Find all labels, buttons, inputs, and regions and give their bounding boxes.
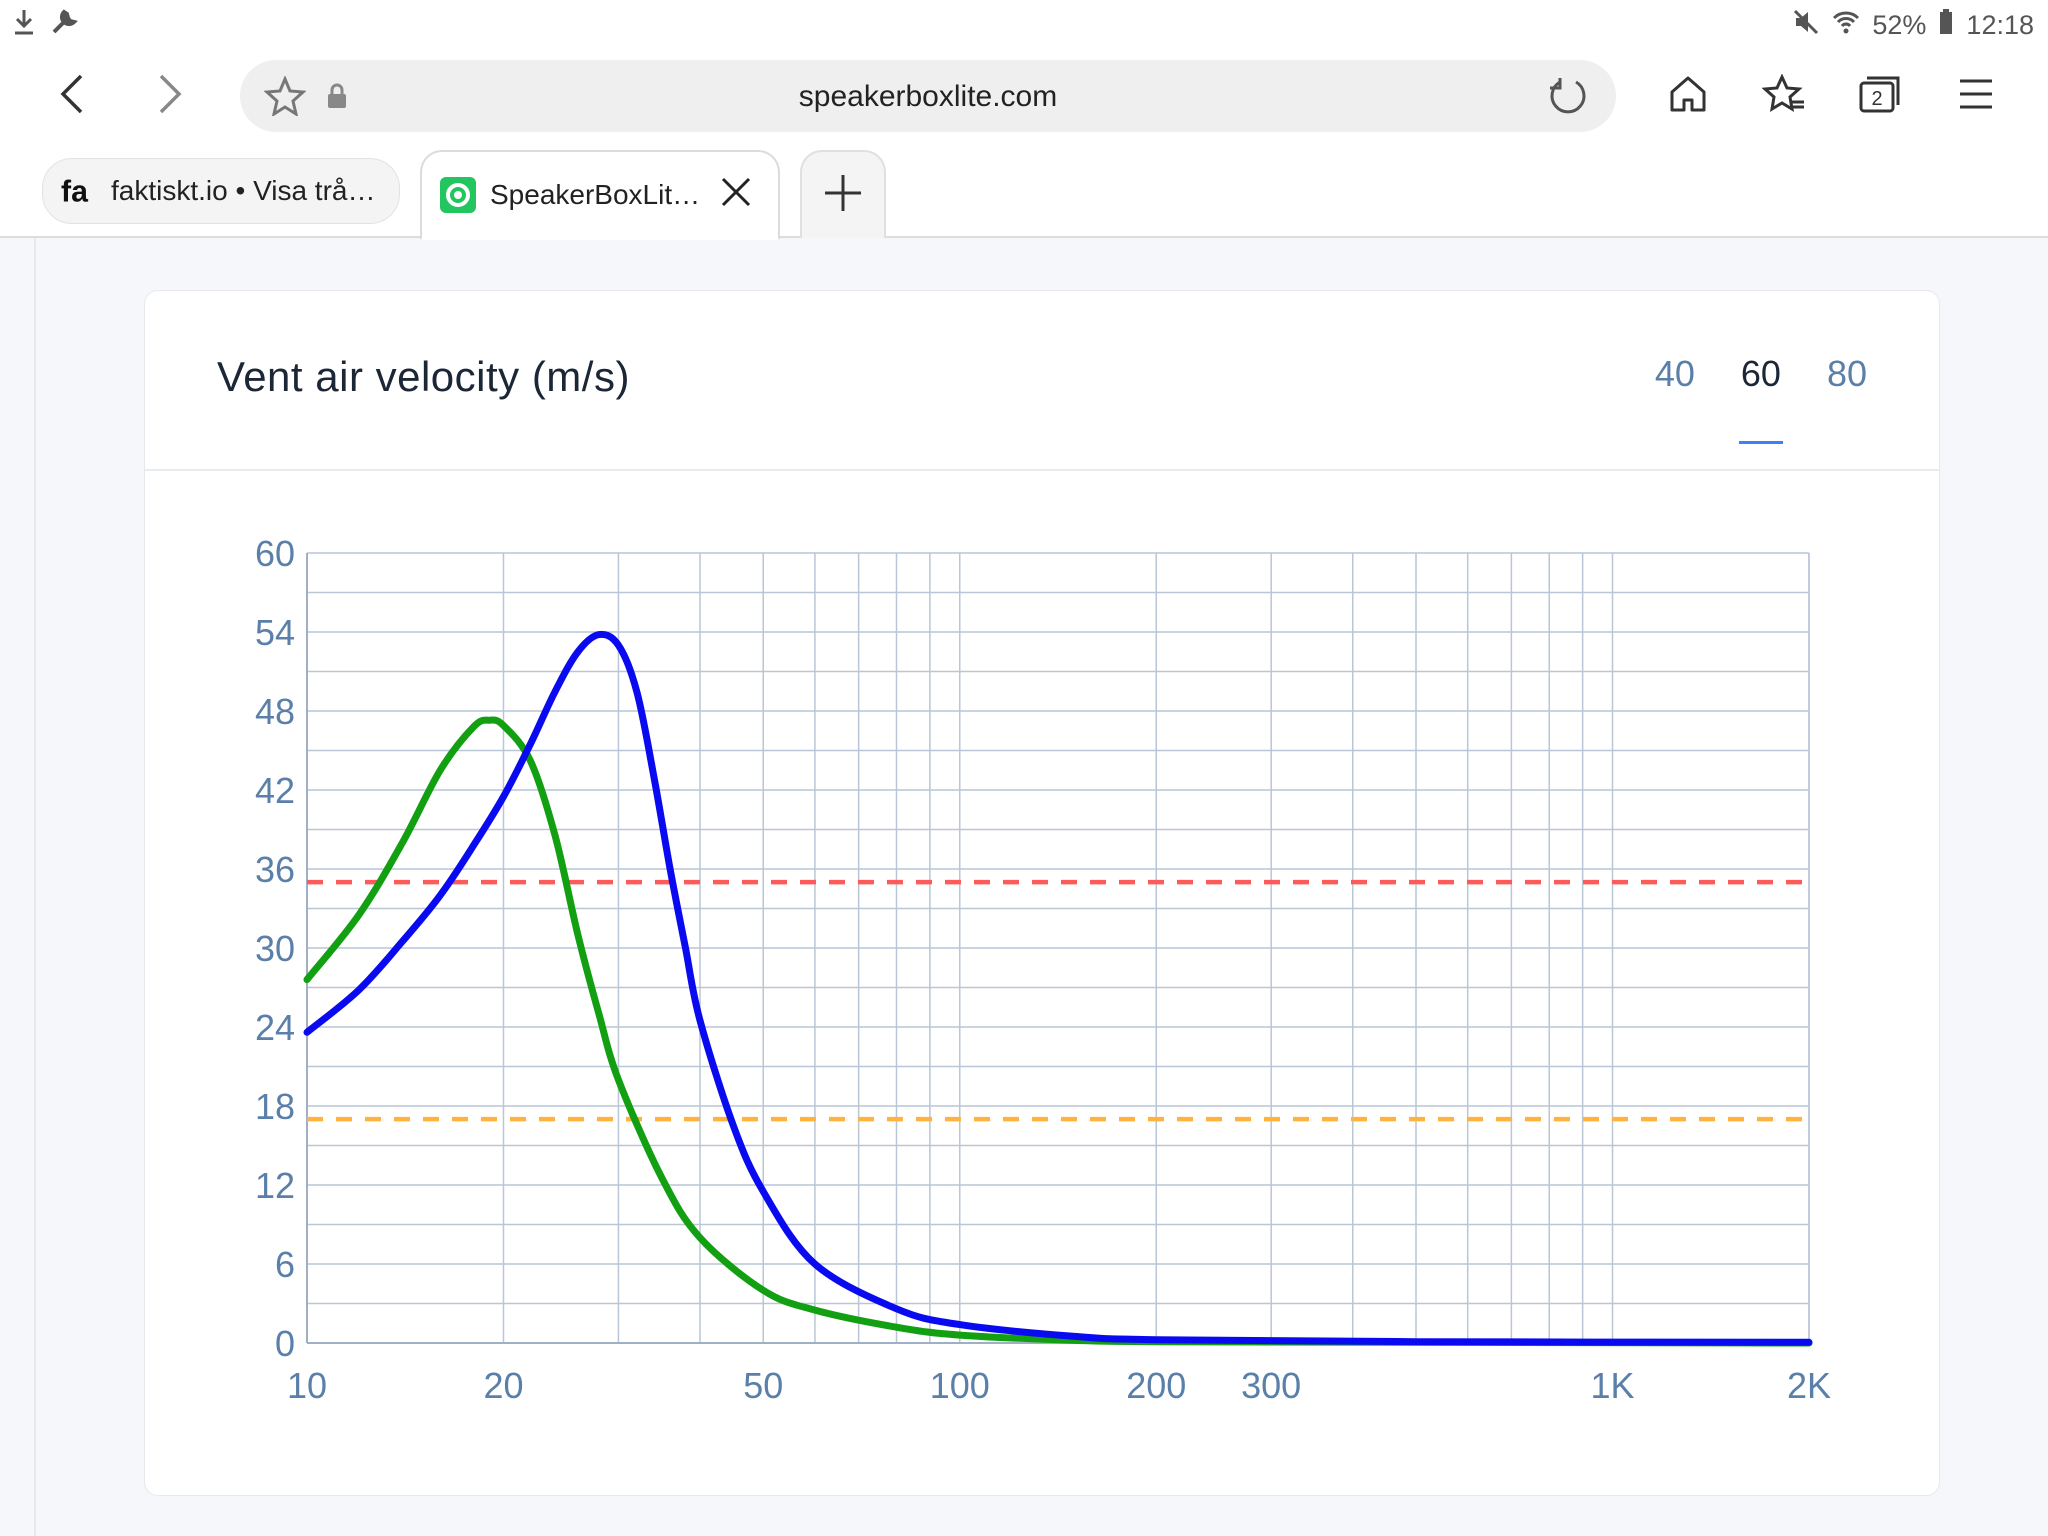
- minor-gridlines: [306, 552, 1810, 1344]
- tabs-button[interactable]: 2: [1854, 70, 1906, 122]
- url-text: speakerboxlite.com: [798, 80, 1058, 113]
- wifi-icon: [1832, 8, 1860, 43]
- x-tick-label: 10: [287, 1365, 327, 1406]
- reload-icon[interactable]: [1548, 76, 1588, 121]
- mute-icon: [1792, 8, 1820, 43]
- range-tab-60[interactable]: 60: [1738, 353, 1784, 444]
- chart-title: Vent air velocity (m/s): [217, 353, 630, 400]
- y-tick-label: 18: [255, 1086, 295, 1127]
- x-tick-label: 100: [930, 1365, 990, 1406]
- menu-button[interactable]: [1950, 70, 2002, 122]
- chart-card: Vent air velocity (m/s) 40 60 80 0 6 12 18 2…: [144, 290, 1940, 1496]
- series-line-1: [303, 716, 1813, 1347]
- wrench-icon: [50, 8, 80, 43]
- tab-title: SpeakerBoxLit…: [490, 179, 701, 210]
- card-header: Vent air velocity (m/s) 40 60 80: [145, 291, 1939, 471]
- forward-arrow-icon: [155, 72, 185, 121]
- y-tick-label: 60: [255, 533, 295, 574]
- page-divider: [34, 238, 36, 1536]
- x-tick-label: 50: [743, 1365, 783, 1406]
- x-tick-label: 300: [1241, 1365, 1301, 1406]
- home-icon: [1668, 74, 1708, 119]
- battery-percent: 52%: [1872, 10, 1927, 40]
- back-arrow-icon: [57, 72, 87, 121]
- tab-speakerboxlite[interactable]: SpeakerBoxLit…: [420, 150, 780, 240]
- new-tab-button[interactable]: [800, 150, 886, 238]
- hamburger-menu-icon: [1958, 78, 1994, 115]
- y-tick-label: 42: [255, 770, 295, 811]
- y-tick-label: 12: [255, 1165, 295, 1206]
- bookmarks-star-list-icon: [1761, 72, 1806, 119]
- y-tick-label: 24: [255, 1007, 295, 1048]
- status-bar: 52% 12:18: [0, 0, 2048, 48]
- y-tick-label: 30: [255, 928, 295, 969]
- faktiskt-favicon: fa: [61, 173, 97, 209]
- y-tick-label: 48: [255, 691, 295, 732]
- tabs-icon: 2: [1858, 74, 1902, 119]
- range-tab-80[interactable]: 80: [1826, 353, 1867, 394]
- x-tick-label: 2K: [1787, 1365, 1831, 1406]
- y-tick-label: 54: [255, 612, 295, 653]
- bookmark-star-icon[interactable]: [263, 75, 307, 121]
- home-button[interactable]: [1662, 70, 1714, 122]
- speakerbox-favicon: [440, 177, 476, 213]
- reference-lines: [307, 879, 1809, 1122]
- range-tabs: 40 60 80: [1654, 353, 1867, 444]
- tab-faktiskt[interactable]: fa faktiskt.io • Visa trå…: [42, 158, 400, 224]
- tab-title: faktiskt.io • Visa trå…: [111, 175, 376, 206]
- x-tick-label: 200: [1126, 1365, 1186, 1406]
- browser-toolbar: speakerboxlite.com 2: [0, 48, 2048, 144]
- range-tab-40[interactable]: 40: [1654, 353, 1695, 394]
- back-button[interactable]: [46, 70, 98, 122]
- y-axis-labels: 0 6 12 18 24 30 36 42 48 54 60: [255, 533, 295, 1364]
- forward-button[interactable]: [144, 70, 196, 122]
- series-lines: [303, 630, 1813, 1347]
- close-tab-icon[interactable]: [720, 176, 752, 215]
- x-tick-label: 20: [483, 1365, 523, 1406]
- series-line-2: [303, 630, 1813, 1346]
- address-bar[interactable]: speakerboxlite.com: [240, 60, 1616, 132]
- tab-count: 2: [1871, 88, 1882, 110]
- battery-icon: [1938, 9, 1954, 42]
- y-tick-label: 6: [275, 1244, 295, 1285]
- lock-icon: [326, 82, 348, 115]
- clock: 12:18: [1966, 10, 2034, 40]
- plus-icon: [823, 173, 863, 218]
- y-tick-label: 0: [275, 1323, 295, 1364]
- faktiskt-logo-text: fa: [61, 175, 89, 208]
- tab-strip: fa faktiskt.io • Visa trå… SpeakerBoxLit…: [0, 144, 2048, 240]
- download-icon: [12, 8, 36, 43]
- bookmarks-button[interactable]: [1758, 70, 1810, 122]
- x-axis-labels: 10 20 50 100 200 300 1K 2K: [287, 1365, 1831, 1406]
- velocity-chart: 0 6 12 18 24 30 36 42 48 54 60 10 20 50 100 200 300 1K 2K: [255, 533, 1831, 1406]
- y-tick-label: 36: [255, 849, 295, 890]
- x-tick-label: 1K: [1590, 1365, 1634, 1406]
